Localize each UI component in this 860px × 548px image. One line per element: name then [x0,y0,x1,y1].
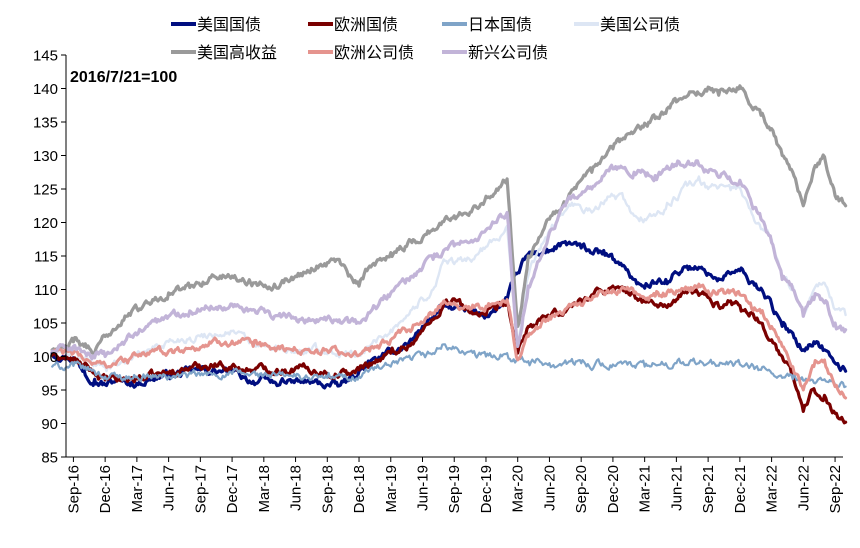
x-tick-label: Sep-20 [573,465,590,513]
series-line-7 [50,159,848,361]
x-tick-label: Dec-20 [605,465,622,513]
x-tick-label: Mar-20 [510,465,527,513]
legend-label: 美国公司债 [600,16,680,34]
x-tick-label: Dec-19 [478,465,495,513]
y-tick-label: 115 [34,249,58,266]
y-tick-label: 145 [33,48,58,65]
x-tick-label: Sep-18 [319,465,336,513]
y-tick-label: 105 [33,316,58,333]
y-tick-label: 120 [33,215,58,232]
x-tick-label: Jun-17 [161,465,178,511]
x-tick-label: Dec-16 [97,465,114,513]
series-line-6 [50,282,848,400]
x-tick-label: Sep-17 [192,465,209,513]
legend-label: 美国高收益 [197,44,277,62]
series-line-5 [50,84,848,356]
y-tick-label: 90 [41,416,58,433]
x-tick-label: Mar-18 [256,465,273,513]
x-tick-label: Mar-22 [764,465,781,513]
y-tick-label: 135 [33,115,58,132]
axes-layer: 85 90 95 100 105 110 115 120 125 130 135 140 145 Sep-… [33,48,844,514]
legend-label: 欧洲公司债 [334,44,414,62]
series-line-4 [51,175,847,373]
y-tick-label: 110 [34,282,58,299]
y-tick-label: 100 [33,349,58,366]
x-tick-label: Sep-21 [700,465,717,513]
x-tick-label: Dec-21 [732,465,749,513]
y-tick-label: 130 [33,148,58,165]
x-tick-label: Jun-22 [795,465,812,511]
x-tick-label: Mar-21 [637,465,654,513]
x-tick-label: Sep-19 [446,465,463,513]
x-tick-label: Mar-17 [129,465,146,513]
legend-label: 日本国债 [468,16,532,34]
y-tick-label: 95 [41,383,58,400]
x-tick-label: Sep-16 [65,465,82,513]
series-line-3 [51,343,847,389]
x-tick-label: Mar-19 [383,465,400,513]
legend-label: 美国国债 [197,16,261,34]
x-tick-label: Jun-20 [541,465,558,511]
base-date-annotation: 2016/7/21=100 [70,69,177,86]
x-tick-label: Jun-19 [414,465,431,511]
x-tick-label: Dec-17 [224,465,241,513]
y-tick-label: 125 [33,182,58,199]
legend-label: 新兴公司债 [468,44,548,62]
y-tick-label: 140 [33,81,58,98]
y-tick-label: 85 [41,450,58,467]
x-tick-label: Dec-18 [351,465,368,513]
x-tick-label: Jun-21 [668,465,685,511]
legend-label: 欧洲国债 [334,16,398,34]
series-layer [50,84,848,425]
x-tick-label: Sep-22 [827,465,844,513]
x-tick-label: Jun-18 [288,465,305,511]
